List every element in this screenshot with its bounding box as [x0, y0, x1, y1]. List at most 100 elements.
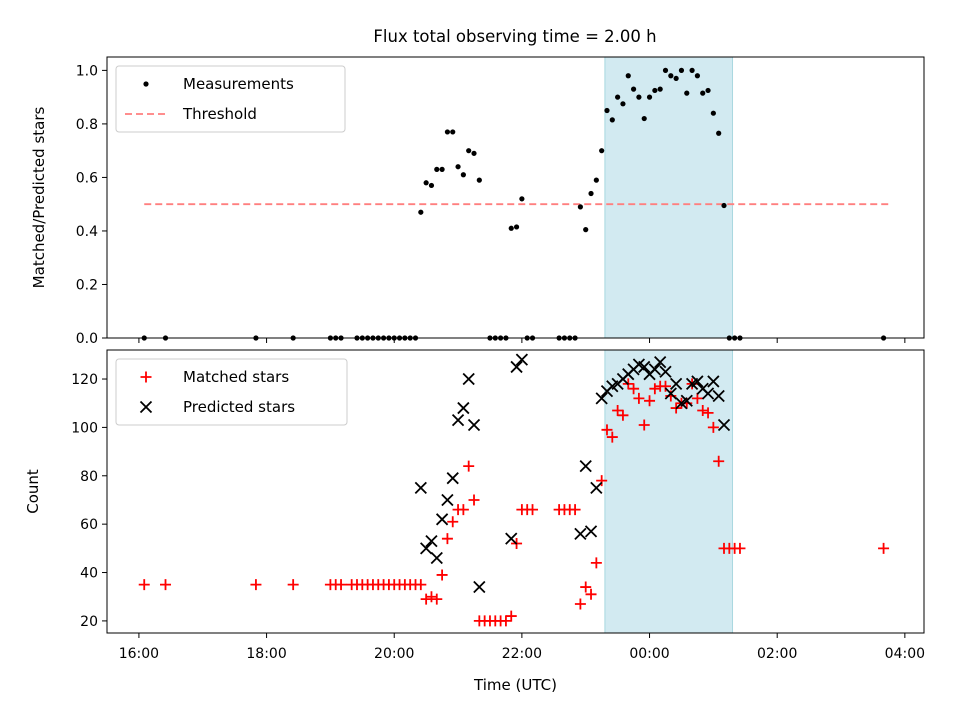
predicted-star-point: [574, 527, 587, 540]
measurement-point: [418, 209, 424, 215]
measurement-point: [625, 73, 631, 79]
measurement-point: [636, 94, 642, 100]
legend-marker-x: [139, 400, 153, 414]
matched-star-point: [441, 533, 453, 545]
legend-marker-plus: [140, 371, 152, 383]
matched-star-point: [606, 431, 618, 443]
measurement-point: [519, 196, 525, 202]
predicted-star-point: [451, 414, 465, 427]
y-tick-label: 0.4: [76, 224, 98, 240]
y-tick-label: 20: [80, 614, 98, 630]
measurement-point: [593, 177, 599, 183]
measurement-point: [657, 86, 663, 92]
predicted-star-point: [664, 387, 677, 400]
matched-star-point: [468, 494, 480, 506]
series-predicted-stars: [414, 353, 731, 594]
measurement-point: [466, 148, 472, 154]
matched-star-point: [436, 569, 448, 581]
y-tick-label: 1.0: [76, 63, 98, 79]
measurement-point: [583, 227, 589, 233]
matched-star-point: [569, 504, 581, 516]
predicted-star-point: [425, 534, 438, 548]
matched-star-point: [335, 579, 347, 591]
matched-star-point: [644, 395, 656, 407]
matched-star-point: [590, 557, 602, 569]
measurement-point: [652, 87, 658, 94]
x-tick-label: 04:00: [885, 646, 925, 662]
measurement-point: [423, 180, 429, 186]
y-tick-label: 120: [71, 372, 98, 388]
predicted-star-point: [441, 493, 454, 507]
predicted-star-point: [659, 365, 672, 378]
matched-star-point: [457, 504, 469, 516]
matched-star-point: [250, 579, 262, 591]
measurement-point: [710, 110, 716, 116]
matched-star-point: [415, 579, 427, 591]
axes-frame: [106, 56, 925, 339]
matched-star-point: [160, 579, 172, 591]
x-axis-label: Time (UTC): [473, 676, 557, 694]
measurement-point: [577, 204, 583, 210]
measurement-point: [705, 87, 711, 94]
legend-box: [115, 65, 346, 133]
measurement-point: [434, 166, 440, 172]
y-axis-label: Count: [24, 469, 42, 514]
matched-star-point: [601, 424, 613, 436]
matched-star-point: [691, 392, 703, 404]
predicted-star-point: [414, 481, 427, 495]
measurement-point: [508, 225, 514, 231]
matched-star-point: [612, 404, 624, 416]
predicted-star-point: [579, 459, 592, 473]
legend-label: Predicted stars: [183, 398, 295, 416]
predicted-star-point: [680, 394, 693, 407]
predicted-star-point: [595, 392, 608, 405]
y-tick-label: 60: [80, 517, 98, 533]
matched-star-point: [649, 383, 661, 395]
predicted-star-point: [707, 375, 720, 388]
measurement-point: [678, 67, 685, 73]
y-tick-label: 0.6: [76, 170, 98, 186]
predicted-star-point: [457, 401, 470, 415]
predicted-star-point: [638, 360, 651, 374]
matched-star-point: [463, 460, 475, 472]
matched-star-point: [702, 407, 714, 419]
predicted-star-point: [473, 580, 486, 594]
measurement-point: [471, 150, 477, 156]
x-tick-label: 18:00: [246, 646, 286, 662]
y-tick-label: 0.0: [76, 331, 98, 347]
measurement-point: [689, 67, 695, 73]
measurement-point: [428, 182, 435, 189]
predicted-star-point: [584, 525, 598, 538]
matched-star-point: [585, 588, 597, 600]
observing-window-shade: [604, 56, 734, 339]
measurement-point: [673, 75, 679, 82]
matched-star-point: [425, 591, 437, 603]
matched-star-point: [580, 581, 592, 593]
measurement-point: [620, 101, 626, 107]
predicted-star-point: [420, 542, 433, 555]
matched-star-point: [596, 475, 608, 487]
predicted-star-point: [654, 355, 667, 369]
x-tick-label: 22:00: [502, 646, 542, 662]
predicted-star-point: [462, 372, 475, 386]
measurement-point: [668, 73, 674, 79]
matched-star-point: [447, 516, 459, 528]
predicted-star-point: [515, 353, 529, 366]
matched-star-point: [574, 598, 586, 610]
matched-star-point: [628, 383, 640, 395]
measurement-point: [450, 129, 456, 135]
matched-star-point: [659, 380, 671, 392]
predicted-star-point: [446, 472, 459, 485]
measurement-point: [609, 117, 615, 123]
legend-label: Threshold: [182, 105, 257, 123]
predicted-star-point: [590, 481, 603, 495]
y-tick-label: 40: [80, 566, 98, 582]
matched-star-point: [638, 419, 650, 431]
measurement-point: [513, 224, 520, 230]
predicted-star-point: [510, 360, 523, 374]
measurement-point: [662, 67, 669, 73]
matched-star-point: [527, 504, 539, 516]
bottom-panel: 20 40 60 80 100 120 16:00 18:00 20:00 22:00 00:00 0…: [24, 349, 925, 694]
matched-star-point: [420, 593, 432, 605]
